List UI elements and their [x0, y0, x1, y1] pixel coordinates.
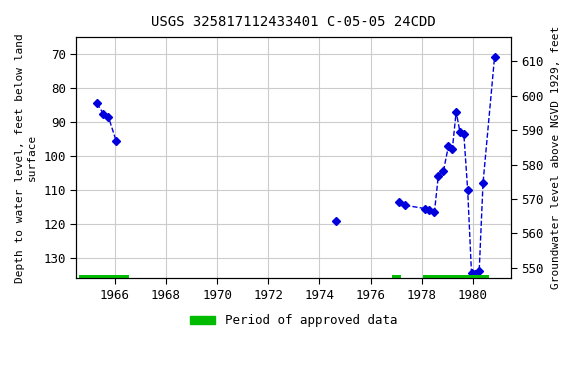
- Bar: [392, 275, 401, 279]
- Bar: [423, 275, 490, 279]
- Bar: [79, 275, 129, 279]
- Y-axis label: Depth to water level, feet below land
surface: Depth to water level, feet below land su…: [15, 33, 37, 283]
- Y-axis label: Groundwater level above NGVD 1929, feet: Groundwater level above NGVD 1929, feet: [551, 26, 561, 289]
- Legend: Period of approved data: Period of approved data: [185, 310, 403, 332]
- Title: USGS 325817112433401 C-05-05 24CDD: USGS 325817112433401 C-05-05 24CDD: [151, 15, 436, 29]
